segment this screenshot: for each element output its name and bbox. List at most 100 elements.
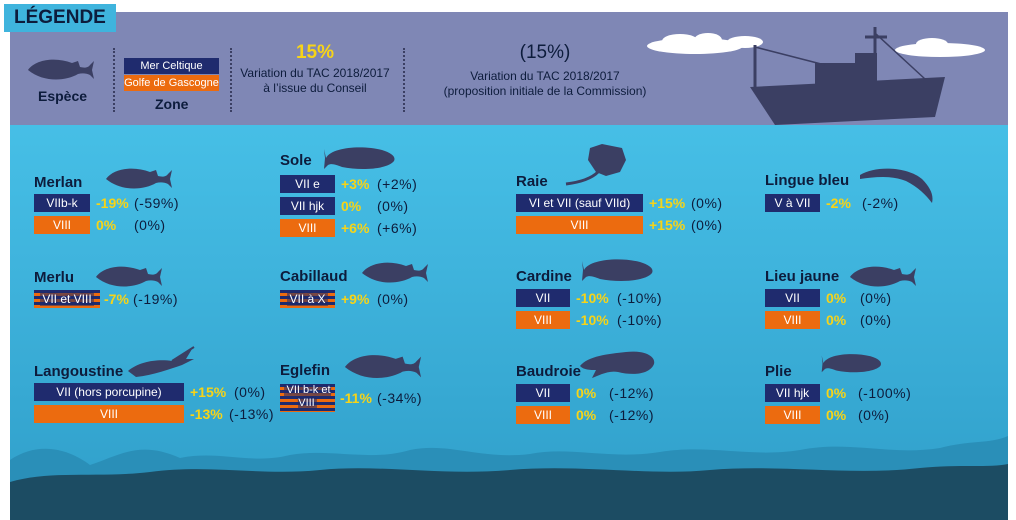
commission-proposal: (0%) [377, 198, 409, 214]
hake-icon [96, 266, 162, 287]
zone-label: VII à X [287, 292, 328, 306]
species-name-cardine: Cardine [516, 268, 572, 285]
zone-box: VII b-k et VIII [280, 384, 335, 412]
zone-box: VII hjk [280, 197, 335, 215]
plaice-icon [821, 354, 882, 373]
species-name-cabillaud: Cabillaud [280, 268, 348, 285]
cod-icon [28, 59, 94, 80]
commission-proposal: (-10%) [617, 290, 663, 306]
commission-proposal: (-2%) [862, 195, 899, 211]
legend-species-label: Espèce [38, 88, 88, 104]
tac-variation: +15% [649, 217, 686, 233]
tac-variation: 0% [576, 385, 597, 401]
species-name-lingue: Lingue bleu [765, 172, 850, 189]
species-name-sole: Sole [280, 152, 312, 169]
commission-proposal: (0%) [234, 384, 266, 400]
zone-box: V à VII [765, 194, 820, 212]
tac-variation: +6% [341, 220, 370, 236]
commission-proposal: (0%) [134, 217, 166, 233]
zone-box: VII et VIII [34, 290, 100, 308]
legend-zone-gascogne: Golfe de Gascogne [124, 75, 219, 91]
zone-box: VII à X [280, 290, 335, 308]
tac-variation: +9% [341, 291, 370, 307]
tac-variation: 0% [826, 290, 847, 306]
haddock-icon [344, 355, 422, 378]
fishing-boat-icon [750, 27, 945, 125]
legend-zone-celtic: Mer Celtique [124, 58, 219, 74]
species-name-merlu: Merlu [34, 269, 75, 286]
zone-box: VIII [516, 406, 570, 424]
legend-title: LÉGENDE [4, 4, 116, 32]
zone-box: VIII [34, 216, 90, 234]
legend-variation-example: 15% [295, 42, 335, 63]
legend-proposal-caption-2: (proposition initiale de la Commission) [443, 84, 647, 98]
commission-proposal: (-100%) [858, 385, 912, 401]
legend-divider [403, 48, 405, 112]
tac-variation: +3% [341, 176, 370, 192]
commission-proposal: (+2%) [377, 176, 418, 192]
species-name-raie: Raie [516, 173, 548, 190]
tac-variation: -2% [826, 195, 851, 211]
legend-proposal-caption-1: Variation du TAC 2018/2017 [470, 69, 620, 83]
monkfish-icon [580, 351, 655, 378]
legend-variation-caption-1: Variation du TAC 2018/2017 [240, 66, 390, 80]
commission-proposal: (-10%) [617, 312, 663, 328]
commission-proposal: (0%) [377, 291, 409, 307]
commission-proposal: (0%) [858, 407, 890, 423]
commission-proposal: (-19%) [133, 291, 179, 307]
legend-divider [230, 48, 232, 112]
tac-variation: -11% [340, 390, 372, 406]
langoustine-icon [128, 346, 195, 377]
zone-box: VII hjk [765, 384, 820, 402]
blue-ling-icon [860, 168, 933, 203]
tac-variation: 0% [826, 407, 847, 423]
whiting-icon [106, 168, 172, 189]
zone-box: VI et VII (sauf VIId) [516, 194, 643, 212]
zone-box: VIII [280, 219, 335, 237]
zone-box: VIIb-k [34, 194, 90, 212]
cod-icon [362, 262, 428, 283]
zone-box: VIII [765, 311, 820, 329]
commission-proposal: (+6%) [377, 220, 418, 236]
megrim-icon [582, 259, 653, 281]
commission-proposal: (0%) [860, 312, 892, 328]
tac-variation: 0% [826, 312, 847, 328]
zone-box: VII e [280, 175, 335, 193]
tac-variation: +15% [649, 195, 686, 211]
tac-variation: -7% [104, 291, 129, 307]
zone-box: VII [516, 384, 570, 402]
tac-variation: -13% [190, 406, 223, 422]
species-name-lieu: Lieu jaune [765, 268, 840, 285]
tac-variation: -19% [96, 195, 129, 211]
commission-proposal: (-34%) [377, 390, 423, 406]
legend-proposal-example: (15%) [519, 42, 571, 63]
legend-variation-caption-2: à l’issue du Conseil [263, 81, 367, 95]
commission-proposal: (-59%) [134, 195, 180, 211]
zone-box: VII [765, 289, 820, 307]
zone-box: VIII [34, 405, 184, 423]
commission-proposal: (0%) [691, 217, 723, 233]
zone-box: VII (hors porcupine) [34, 383, 184, 401]
tac-variation: 0% [341, 198, 362, 214]
tac-variation: 0% [826, 385, 847, 401]
species-name-eglefin: Eglefin [280, 362, 331, 379]
species-name-langoustine: Langoustine [34, 363, 124, 380]
commission-proposal: (-13%) [229, 406, 275, 422]
commission-proposal: (0%) [691, 195, 723, 211]
commission-proposal: (-12%) [609, 385, 655, 401]
ray-icon [565, 144, 626, 186]
commission-proposal: (0%) [860, 290, 892, 306]
species-name-baudroie: Baudroie [516, 363, 582, 380]
zone-box: VII [516, 289, 570, 307]
legend-zone-label: Zone [155, 96, 189, 112]
commission-proposal: (-12%) [609, 407, 655, 423]
zone-box: VIII [516, 311, 570, 329]
tac-variation: -10% [576, 312, 609, 328]
pollack-icon [850, 266, 916, 287]
clouds-icon [647, 33, 985, 57]
zone-label: VII et VIII [40, 292, 94, 306]
zone-box: VIII [765, 406, 820, 424]
legend-divider [113, 48, 115, 112]
zone-label: VII b-k et VIII [284, 384, 331, 409]
